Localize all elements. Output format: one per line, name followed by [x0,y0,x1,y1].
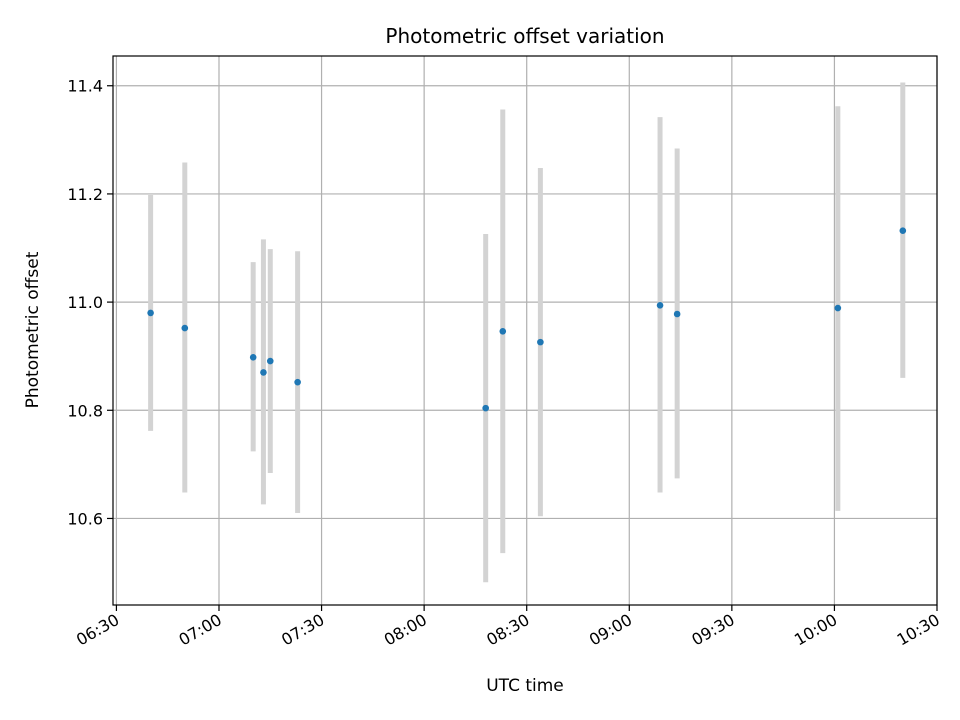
x-tick-label: 06:30 [73,610,122,650]
plot-area-frame [112,55,938,606]
data-point [537,338,544,346]
x-tick-label: 08:00 [381,610,430,650]
x-tick-label: 07:00 [176,610,225,650]
y-axis-ticks: 10.6 10.8 11.0 11.2 11.4 [67,77,113,528]
y-tick-label: 10.8 [67,401,103,420]
y-tick-label: 11.4 [67,77,103,96]
data-point [249,353,257,361]
data-point [181,324,189,332]
data-point [673,310,681,318]
data-point [266,357,274,365]
y-tick-label: 11.0 [67,293,103,312]
chart-title: Photometric offset variation [385,24,664,48]
data-point [656,302,664,309]
data-points [147,227,907,412]
x-axis-ticks: 06:30 07:00 07:30 08:00 08:30 09:00 09:30 10:00… [73,605,943,650]
grid [113,56,938,605]
x-tick-label: 10:30 [894,610,943,650]
data-point [294,378,301,386]
y-tick-label: 11.2 [67,185,103,204]
x-tick-label: 10:00 [791,610,840,650]
y-tick-label: 10.6 [67,509,103,528]
x-tick-label: 09:00 [586,610,635,650]
data-point [147,309,154,317]
x-tick-label: 08:30 [483,610,532,650]
data-point [834,304,842,312]
data-point [260,369,267,376]
x-tick-label: 09:30 [688,610,737,650]
data-point [899,227,907,235]
x-axis-label: UTC time [486,676,564,696]
y-axis-label: Photometric offset [23,251,43,408]
data-point [482,404,489,412]
data-point [499,328,507,335]
x-tick-label: 07:30 [278,610,327,650]
